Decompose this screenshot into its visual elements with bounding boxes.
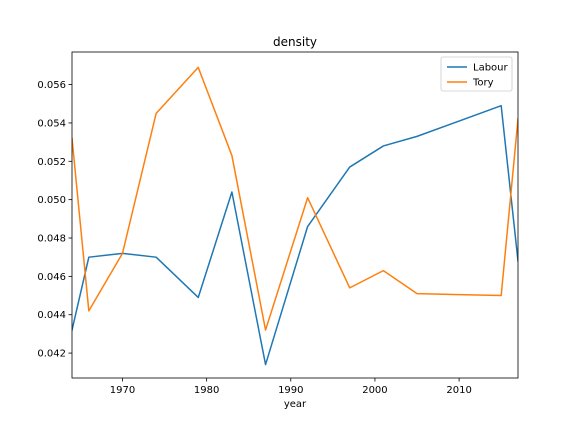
- x-tick-label: 1980: [194, 385, 219, 396]
- y-tick-label: 0.044: [37, 310, 66, 321]
- chart-title: density: [273, 35, 317, 49]
- y-tick-label: 0.052: [37, 157, 66, 168]
- legend-label-labour: Labour: [473, 63, 509, 74]
- y-tick-label: 0.046: [37, 272, 66, 283]
- plot-area: [72, 52, 518, 378]
- y-tick-label: 0.042: [37, 349, 66, 360]
- y-axis-ticks: 0.042 0.044 0.046 0.048 0.050 0.052 0.054 0.056: [37, 80, 72, 360]
- legend-label-tory: Tory: [472, 78, 494, 89]
- x-tick-label: 1970: [110, 385, 135, 396]
- series-layer: [72, 66, 518, 366]
- x-tick-label: 2010: [446, 385, 471, 396]
- legend: Labour Tory: [440, 56, 513, 92]
- y-tick-label: 0.054: [37, 118, 66, 129]
- x-tick-label: 1990: [278, 385, 303, 396]
- y-tick-label: 0.048: [37, 234, 66, 245]
- y-tick-label: 0.050: [37, 195, 66, 206]
- x-tick-label: 2000: [362, 385, 387, 396]
- series-line-labour: [72, 104, 518, 366]
- y-tick-label: 0.056: [37, 80, 66, 91]
- series-line-tory: [72, 66, 518, 331]
- plot-frame: [71, 51, 519, 379]
- x-axis-ticks: 1970 1980 1990 2000 2010: [110, 378, 472, 396]
- x-axis-label: year: [284, 399, 307, 410]
